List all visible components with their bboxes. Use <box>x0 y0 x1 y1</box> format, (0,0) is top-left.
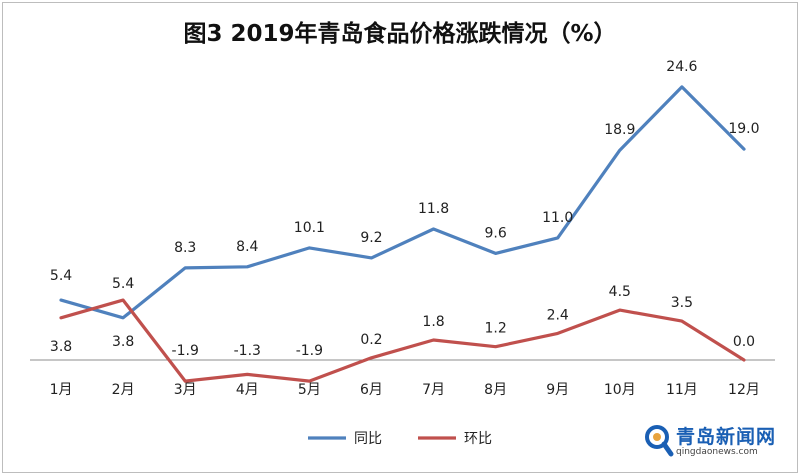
x-tick-label: 12月 <box>728 382 760 398</box>
legend-label-mom: 环比 <box>464 431 492 447</box>
watermark: 青岛新闻网 qingdaonews.com <box>640 420 790 468</box>
data-label-yoy: 9.2 <box>360 230 382 246</box>
x-tick-label: 3月 <box>174 382 197 398</box>
series-line-mom <box>59 298 746 383</box>
x-tick-label: 9月 <box>546 382 569 398</box>
data-label-mom: 3.8 <box>50 339 72 355</box>
data-label-yoy: 3.8 <box>112 334 134 350</box>
data-label-yoy: 8.3 <box>174 240 196 256</box>
data-label-yoy: 24.6 <box>666 59 697 75</box>
x-tick-label: 11月 <box>666 382 698 398</box>
x-tick-label: 8月 <box>484 382 507 398</box>
x-tick-label: 2月 <box>112 382 135 398</box>
data-label-yoy: 5.4 <box>50 268 72 284</box>
legend-label-yoy: 同比 <box>354 431 382 447</box>
data-label-yoy: 8.4 <box>236 239 258 255</box>
x-tick-label: 4月 <box>236 382 259 398</box>
data-label-mom: 0.0 <box>733 334 755 350</box>
data-label-mom: -1.3 <box>234 343 261 359</box>
x-tick-label: 1月 <box>50 382 73 398</box>
x-tick-label: 6月 <box>360 382 383 398</box>
watermark-name: 青岛新闻网 <box>676 426 777 448</box>
data-label-mom: 1.2 <box>484 321 506 337</box>
data-label-yoy: 11.8 <box>418 201 449 217</box>
data-label-mom: 1.8 <box>422 314 444 330</box>
data-label-mom: -1.9 <box>296 343 323 359</box>
data-label-mom: -1.9 <box>172 343 199 359</box>
data-label-mom: 5.4 <box>112 276 134 292</box>
data-label-mom: 2.4 <box>547 307 569 323</box>
magnifier-logo-icon <box>645 425 674 457</box>
x-tick-label: 7月 <box>422 382 445 398</box>
series-line-yoy <box>59 85 746 320</box>
x-tick-label: 10月 <box>604 382 636 398</box>
x-tick-label: 5月 <box>298 382 321 398</box>
chart-title: 图3 2019年青岛食品价格涨跌情况（%） <box>183 21 617 47</box>
data-label-mom: 4.5 <box>609 284 631 300</box>
watermark-url: qingdaonews.com <box>676 447 758 457</box>
data-label-yoy: 19.0 <box>728 121 759 137</box>
data-label-yoy: 9.6 <box>484 225 506 241</box>
data-label-mom: 3.5 <box>671 295 693 311</box>
data-label-yoy: 18.9 <box>604 122 635 138</box>
data-label-mom: 0.2 <box>360 332 382 348</box>
data-label-yoy: 11.0 <box>542 210 573 226</box>
data-label-yoy: 10.1 <box>294 220 325 236</box>
